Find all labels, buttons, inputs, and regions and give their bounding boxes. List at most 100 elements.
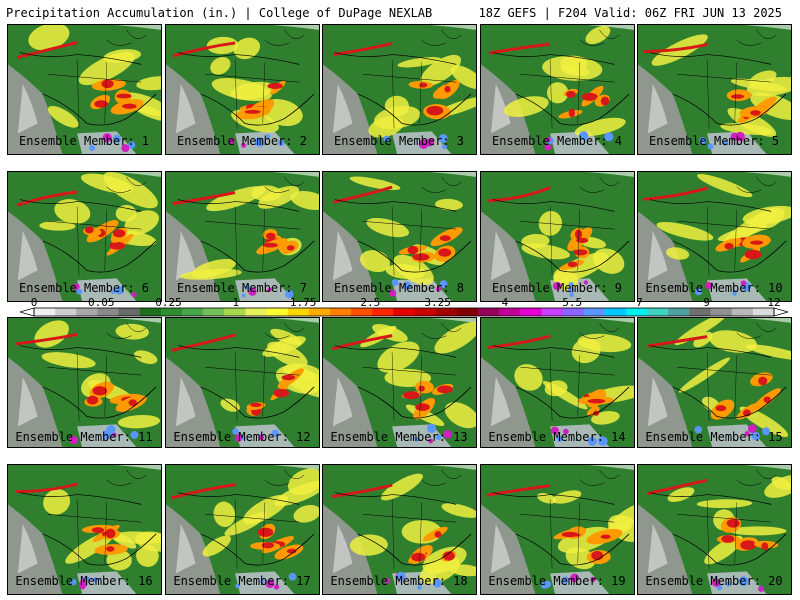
run-valid-time: 18Z GEFS | F204 Valid: 06Z FRI JUN 13 20…: [478, 6, 782, 20]
ensemble-member-label: Ensemble Member: 5: [648, 134, 780, 148]
ensemble-member-label: Ensemble Member: 1: [18, 134, 150, 148]
precip-map: [8, 25, 161, 154]
ensemble-map-panel: [7, 317, 162, 448]
colorbar-tick-label: 0.05: [88, 298, 115, 309]
precip-map: [481, 465, 634, 594]
ensemble-member-label: Ensemble Member: 9: [491, 281, 623, 295]
colorbar-swatch: [562, 308, 585, 316]
precip-map: [166, 25, 319, 154]
colorbar-tick-label: 1.75: [290, 298, 317, 309]
precip-map: [8, 172, 161, 301]
colorbar-swatch: [541, 308, 563, 316]
ensemble-map-panel: [322, 317, 477, 448]
colorbar-swatch: [647, 308, 669, 316]
precip-map: [323, 25, 476, 154]
colorbar-swatch: [160, 308, 183, 316]
colorbar-tick-label: 4: [502, 298, 509, 309]
precip-map: [323, 318, 476, 447]
colorbar-swatch: [393, 308, 415, 316]
ensemble-map-panel: [165, 317, 320, 448]
colorbar-tick-label: 9: [703, 298, 710, 309]
ensemble-member-label: Ensemble Member: 18: [330, 574, 468, 588]
ensemble-member-label: Ensemble Member: 14: [488, 430, 626, 444]
ensemble-map-panel: [7, 171, 162, 302]
ensemble-member-label: Ensemble Member: 10: [645, 281, 783, 295]
ensemble-member-label: Ensemble Member: 3: [333, 134, 465, 148]
colorbar-swatch: [689, 308, 711, 316]
ensemble-map-panel: [7, 24, 162, 155]
ensemble-member-label: Ensemble Member: 4: [491, 134, 623, 148]
precip-colorbar: 0 0.05 0.25 1 1.75 2.5 3.25 4 5.5 7 9 12: [20, 298, 788, 317]
colorbar-swatch: [604, 308, 627, 316]
colorbar-tick-label: 5.5: [562, 298, 582, 309]
page-title: Precipitation Accumulation (in.) | Colle…: [6, 6, 433, 20]
colorbar-swatch: [456, 308, 479, 316]
colorbar-swatch: [308, 308, 331, 316]
ensemble-member-label: Ensemble Member: 16: [15, 574, 153, 588]
ensemble-map-panel: [165, 464, 320, 595]
colorbar-swatch: [583, 308, 606, 316]
colorbar-swatch: [224, 308, 246, 316]
precip-map: [481, 318, 634, 447]
ensemble-map-panel: [637, 317, 792, 448]
colorbar-swatch: [287, 308, 310, 316]
colorbar-swatch: [731, 308, 754, 316]
precip-map: [166, 465, 319, 594]
ensemble-map-panel: [637, 24, 792, 155]
ensemble-member-label: Ensemble Member: 19: [488, 574, 626, 588]
precip-map: [166, 318, 319, 447]
colorbar-swatch: [139, 308, 162, 316]
colorbar-swatch: [626, 308, 648, 316]
colorbar-swatch: [97, 308, 119, 316]
colorbar-swatch: [752, 308, 775, 316]
colorbar-swatch: [76, 308, 98, 316]
colorbar-swatch: [435, 308, 458, 316]
colorbar-swatch: [478, 308, 500, 316]
ensemble-map-panel: [7, 464, 162, 595]
ensemble-map-panel: [322, 24, 477, 155]
precip-map: [323, 172, 476, 301]
colorbar-swatch: [710, 308, 733, 316]
precip-map: [8, 465, 161, 594]
ensemble-map-panel: [480, 24, 635, 155]
colorbar-tick-label: 0: [31, 298, 38, 309]
colorbar-tick-label: 2.5: [360, 298, 380, 309]
colorbar-tick-label: 12: [767, 298, 780, 309]
colorbar-swatch: [55, 308, 77, 316]
colorbar-tick-label: 0.25: [155, 298, 182, 309]
colorbar-swatch: [372, 308, 394, 316]
ensemble-member-label: Ensemble Member: 12: [173, 430, 311, 444]
colorbar-swatch: [266, 308, 289, 316]
ensemble-map-panel: [480, 464, 635, 595]
ensemble-map-panel: [322, 171, 477, 302]
ensemble-member-label: Ensemble Member: 6: [18, 281, 150, 295]
ensemble-member-label: Ensemble Member: 2: [176, 134, 308, 148]
ensemble-map-panel: [165, 24, 320, 155]
colorbar-swatch: [668, 308, 690, 316]
colorbar-swatch: [520, 308, 542, 316]
colorbar-swatch: [330, 308, 352, 316]
colorbar-swatch: [34, 308, 56, 316]
colorbar-tick-label: 7: [636, 298, 643, 309]
ensemble-member-label: Ensemble Member: 7: [176, 281, 308, 295]
colorbar-swatch: [203, 308, 225, 316]
colorbar-swatch: [245, 308, 267, 316]
colorbar-min-arrow: [20, 307, 35, 317]
ensemble-map-panel: [480, 317, 635, 448]
ensemble-map-panel: [637, 464, 792, 595]
ensemble-map-panel: [480, 171, 635, 302]
precip-map: [481, 172, 634, 301]
colorbar-max-arrow: [773, 307, 788, 317]
colorbar-tick-label: 1: [233, 298, 240, 309]
colorbar-tick-label: 3.25: [424, 298, 451, 309]
precip-map: [638, 318, 791, 447]
precip-map: [638, 172, 791, 301]
ensemble-member-label: Ensemble Member: 15: [645, 430, 783, 444]
ensemble-member-label: Ensemble Member: 20: [645, 574, 783, 588]
precip-map: [638, 25, 791, 154]
ensemble-member-label: Ensemble Member: 17: [173, 574, 311, 588]
ensemble-member-label: Ensemble Member: 11: [15, 430, 153, 444]
colorbar-swatch: [118, 308, 141, 316]
precip-map: [166, 172, 319, 301]
